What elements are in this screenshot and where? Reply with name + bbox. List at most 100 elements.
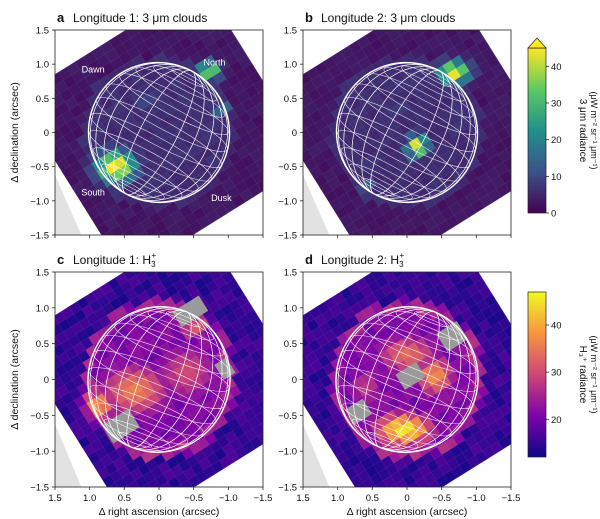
- pixel: [502, 357, 511, 371]
- pixel: [192, 257, 205, 270]
- pixel: [516, 414, 529, 427]
- pixel: [501, 390, 511, 404]
- y-tick-label: 1.0: [284, 60, 297, 71]
- plot-area: [269, 0, 561, 250]
- panel-title: Longitude 1: 3 μm clouds: [73, 11, 207, 25]
- pixel: [204, 272, 218, 274]
- pixel: [440, 257, 453, 270]
- pixel: [179, 254, 192, 267]
- pixel: [30, 358, 43, 371]
- pixel: [446, 0, 460, 5]
- pixel: [272, 368, 285, 381]
- pixel: [213, 15, 227, 29]
- pixel: [273, 112, 287, 126]
- pixel: [257, 431, 263, 445]
- latitude-line: [119, 73, 229, 135]
- pixel: [37, 354, 50, 367]
- panel-title: Longitude 2: 3 μm clouds: [321, 11, 455, 25]
- longitude-line: [89, 306, 229, 453]
- masked-region: [55, 423, 82, 487]
- masked-region: [303, 423, 330, 487]
- pixel: [452, 272, 466, 274]
- pixel: [167, 251, 180, 264]
- masked-pixels: [172, 295, 209, 328]
- x-tick-label: 1.5: [48, 493, 61, 504]
- pixel: [38, 321, 51, 334]
- pixel: [303, 361, 304, 375]
- y-tick-label: −1.0: [278, 196, 297, 207]
- latitude-line: [336, 367, 465, 424]
- masked-region: [303, 174, 330, 235]
- latitude-line: [130, 314, 224, 357]
- pixel: [269, 101, 283, 115]
- pixel: [55, 361, 56, 375]
- pixel: [253, 390, 263, 404]
- pixel: [279, 397, 292, 410]
- colorbar-tick-label: 40: [551, 62, 562, 73]
- pixel: [107, 238, 121, 252]
- pixel: [182, 242, 195, 255]
- pixel: [552, 402, 565, 415]
- annotation-label: North: [203, 58, 225, 68]
- pixel: [286, 321, 299, 334]
- colorbar-tick-label: 30: [551, 99, 562, 110]
- pixel: [505, 345, 511, 359]
- pixel: [380, 488, 393, 501]
- pixel: [547, 152, 561, 166]
- pixel: [455, 247, 468, 260]
- panel-title: Longitude 2: H3+: [321, 251, 405, 269]
- pixel: [162, 243, 175, 256]
- pixel: [159, 256, 172, 269]
- pixel: [263, 335, 276, 348]
- colorbar-gradient: [527, 291, 547, 458]
- pixel: [438, 237, 451, 250]
- y-tick-label: −1.5: [278, 483, 297, 494]
- pixel: [268, 343, 281, 356]
- pixel: [258, 398, 263, 412]
- pixel: [279, 325, 292, 338]
- pixel: [424, 0, 438, 7]
- y-tick-label: 0: [292, 375, 297, 386]
- pixel: [510, 352, 511, 367]
- pixel: [419, 272, 433, 273]
- latitude-line: [401, 65, 465, 102]
- planet-grid: [335, 306, 479, 453]
- panel-c: c Longitude 1: H3+ 1.5 1.5 1.0 1.0 0.5 0.5 0 0 −0.…: [9, 242, 292, 518]
- pixel: [256, 122, 263, 136]
- pixel: [257, 345, 263, 359]
- latitude-line: [340, 350, 474, 409]
- latitude-line: [90, 112, 213, 182]
- pixel: [263, 406, 276, 419]
- latitude-line: [105, 83, 228, 153]
- x-tick-label: 1.5: [296, 493, 309, 504]
- pixel: [258, 143, 263, 158]
- latitude-line: [383, 67, 473, 118]
- pixel: [275, 133, 289, 147]
- latitude-line: [117, 431, 152, 448]
- pixel: [164, 236, 178, 250]
- latitude-line: [104, 418, 171, 449]
- latitude-line: [353, 83, 476, 153]
- y-tick-label: −1.0: [30, 196, 49, 207]
- data-frame: [55, 15, 294, 252]
- annotation-label: Dawn: [82, 64, 105, 74]
- pixel: [456, 7, 470, 21]
- y-tick-label: −0.5: [278, 411, 297, 422]
- pixel: [254, 100, 263, 115]
- pixel: [512, 373, 525, 386]
- y-axis-label: Δ declination (arcsec): [9, 329, 21, 429]
- annotation-label: Dusk: [211, 193, 232, 203]
- pixel: [505, 431, 511, 445]
- x-tick-label: 0.5: [366, 493, 379, 504]
- pixel: [273, 422, 286, 435]
- panel-a: Dawn North South Dusk a Longitude 1: 3 μm clo…: [9, 10, 294, 252]
- pixel: [280, 141, 294, 155]
- pixel: [285, 354, 298, 367]
- pixel: [265, 173, 279, 187]
- y-tick-label: 1.5: [284, 268, 297, 279]
- x-tick-label: −1.5: [254, 493, 273, 504]
- colorbar-tick-label: 30: [551, 368, 562, 379]
- pixel: [25, 351, 38, 364]
- pixel: [377, 236, 391, 250]
